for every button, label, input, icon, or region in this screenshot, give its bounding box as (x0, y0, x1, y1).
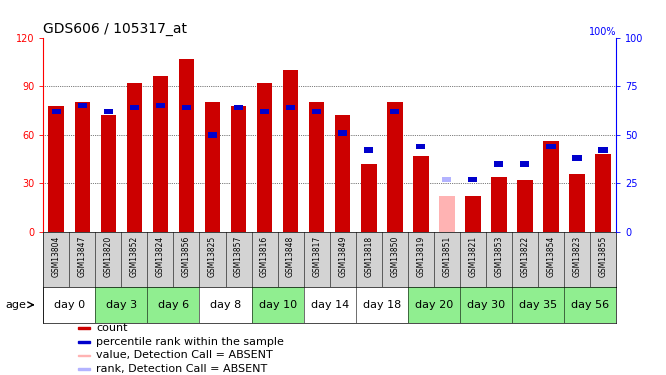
Bar (543, 141, 559, 232)
Text: GSM13850: GSM13850 (390, 236, 399, 277)
Text: day 3: day 3 (106, 300, 137, 310)
Text: GSM13824: GSM13824 (156, 236, 165, 277)
Bar (335, 115, 350, 232)
Bar (413, 156, 429, 232)
Text: day 14: day 14 (310, 300, 349, 310)
Text: GSM13854: GSM13854 (547, 236, 555, 277)
Bar (101, 115, 116, 232)
Bar (491, 177, 507, 232)
Bar (442, 177, 452, 182)
Text: GSM13855: GSM13855 (599, 236, 607, 277)
Text: day 8: day 8 (210, 300, 241, 310)
Bar (517, 180, 533, 232)
Text: GSM13820: GSM13820 (104, 236, 113, 277)
Bar (439, 196, 455, 232)
Text: day 56: day 56 (571, 300, 609, 310)
Bar (178, 58, 194, 232)
Bar (416, 144, 426, 149)
Text: GSM13818: GSM13818 (364, 236, 373, 277)
Bar (49, 105, 64, 232)
Text: GSM13851: GSM13851 (442, 236, 452, 277)
Text: day 0: day 0 (54, 300, 85, 310)
Text: age: age (5, 300, 26, 310)
Bar (569, 174, 585, 232)
Bar (95, 287, 147, 322)
Text: day 35: day 35 (519, 300, 557, 310)
Text: count: count (96, 323, 127, 333)
Text: GSM13804: GSM13804 (52, 236, 61, 277)
Bar (43, 287, 95, 322)
Bar (599, 147, 607, 153)
Bar (286, 105, 295, 110)
Bar (564, 287, 616, 322)
Text: 100%: 100% (589, 27, 616, 36)
Bar (200, 287, 252, 322)
Bar (78, 327, 91, 329)
Bar (208, 132, 217, 138)
Bar (408, 287, 460, 322)
Text: GSM13847: GSM13847 (78, 236, 87, 277)
Bar (546, 144, 555, 149)
Bar (390, 108, 400, 114)
Bar (468, 177, 478, 182)
Text: day 10: day 10 (258, 300, 296, 310)
Bar (127, 83, 143, 232)
Bar (494, 161, 503, 167)
Text: GSM13825: GSM13825 (208, 236, 217, 277)
Bar (460, 287, 512, 322)
Bar (387, 102, 402, 232)
Bar (520, 161, 529, 167)
Bar (364, 147, 373, 153)
Bar (595, 154, 611, 232)
Bar (338, 130, 347, 136)
Text: day 6: day 6 (158, 300, 189, 310)
Bar (304, 287, 356, 322)
Text: GSM13821: GSM13821 (468, 236, 478, 277)
Bar (257, 83, 272, 232)
Bar (78, 354, 91, 356)
Text: day 30: day 30 (467, 300, 505, 310)
Text: GSM13853: GSM13853 (494, 236, 503, 277)
Text: percentile rank within the sample: percentile rank within the sample (96, 337, 284, 347)
Bar (78, 103, 87, 108)
Text: GSM13822: GSM13822 (520, 236, 529, 277)
Text: GSM13817: GSM13817 (312, 236, 321, 277)
Bar (361, 164, 376, 232)
Bar (512, 287, 564, 322)
Bar (153, 76, 168, 232)
Text: day 18: day 18 (362, 300, 401, 310)
Text: day 20: day 20 (415, 300, 453, 310)
Text: GSM13856: GSM13856 (182, 236, 191, 277)
Text: rank, Detection Call = ABSENT: rank, Detection Call = ABSENT (96, 364, 267, 374)
Bar (204, 102, 220, 232)
Bar (252, 287, 304, 322)
Bar (312, 108, 321, 114)
Text: GDS606 / 105317_at: GDS606 / 105317_at (43, 22, 187, 36)
Text: GSM13849: GSM13849 (338, 236, 347, 277)
Bar (230, 105, 246, 232)
Bar (283, 70, 298, 232)
Bar (182, 105, 191, 110)
Text: GSM13852: GSM13852 (130, 236, 139, 277)
Text: GSM13848: GSM13848 (286, 236, 295, 277)
Bar (104, 108, 113, 114)
Text: GSM13819: GSM13819 (416, 236, 426, 277)
Bar (78, 341, 91, 343)
Bar (260, 108, 269, 114)
Bar (78, 368, 91, 370)
Bar (147, 287, 200, 322)
Bar (465, 196, 481, 232)
Text: GSM13857: GSM13857 (234, 236, 243, 277)
Bar (75, 102, 90, 232)
Text: value, Detection Call = ABSENT: value, Detection Call = ABSENT (96, 350, 273, 360)
Bar (52, 108, 61, 114)
Bar (356, 287, 408, 322)
Bar (309, 102, 324, 232)
Text: GSM13816: GSM13816 (260, 236, 269, 277)
Bar (234, 105, 243, 110)
Text: GSM13823: GSM13823 (573, 236, 581, 277)
Bar (156, 103, 165, 108)
Bar (130, 105, 139, 110)
Bar (573, 155, 581, 161)
